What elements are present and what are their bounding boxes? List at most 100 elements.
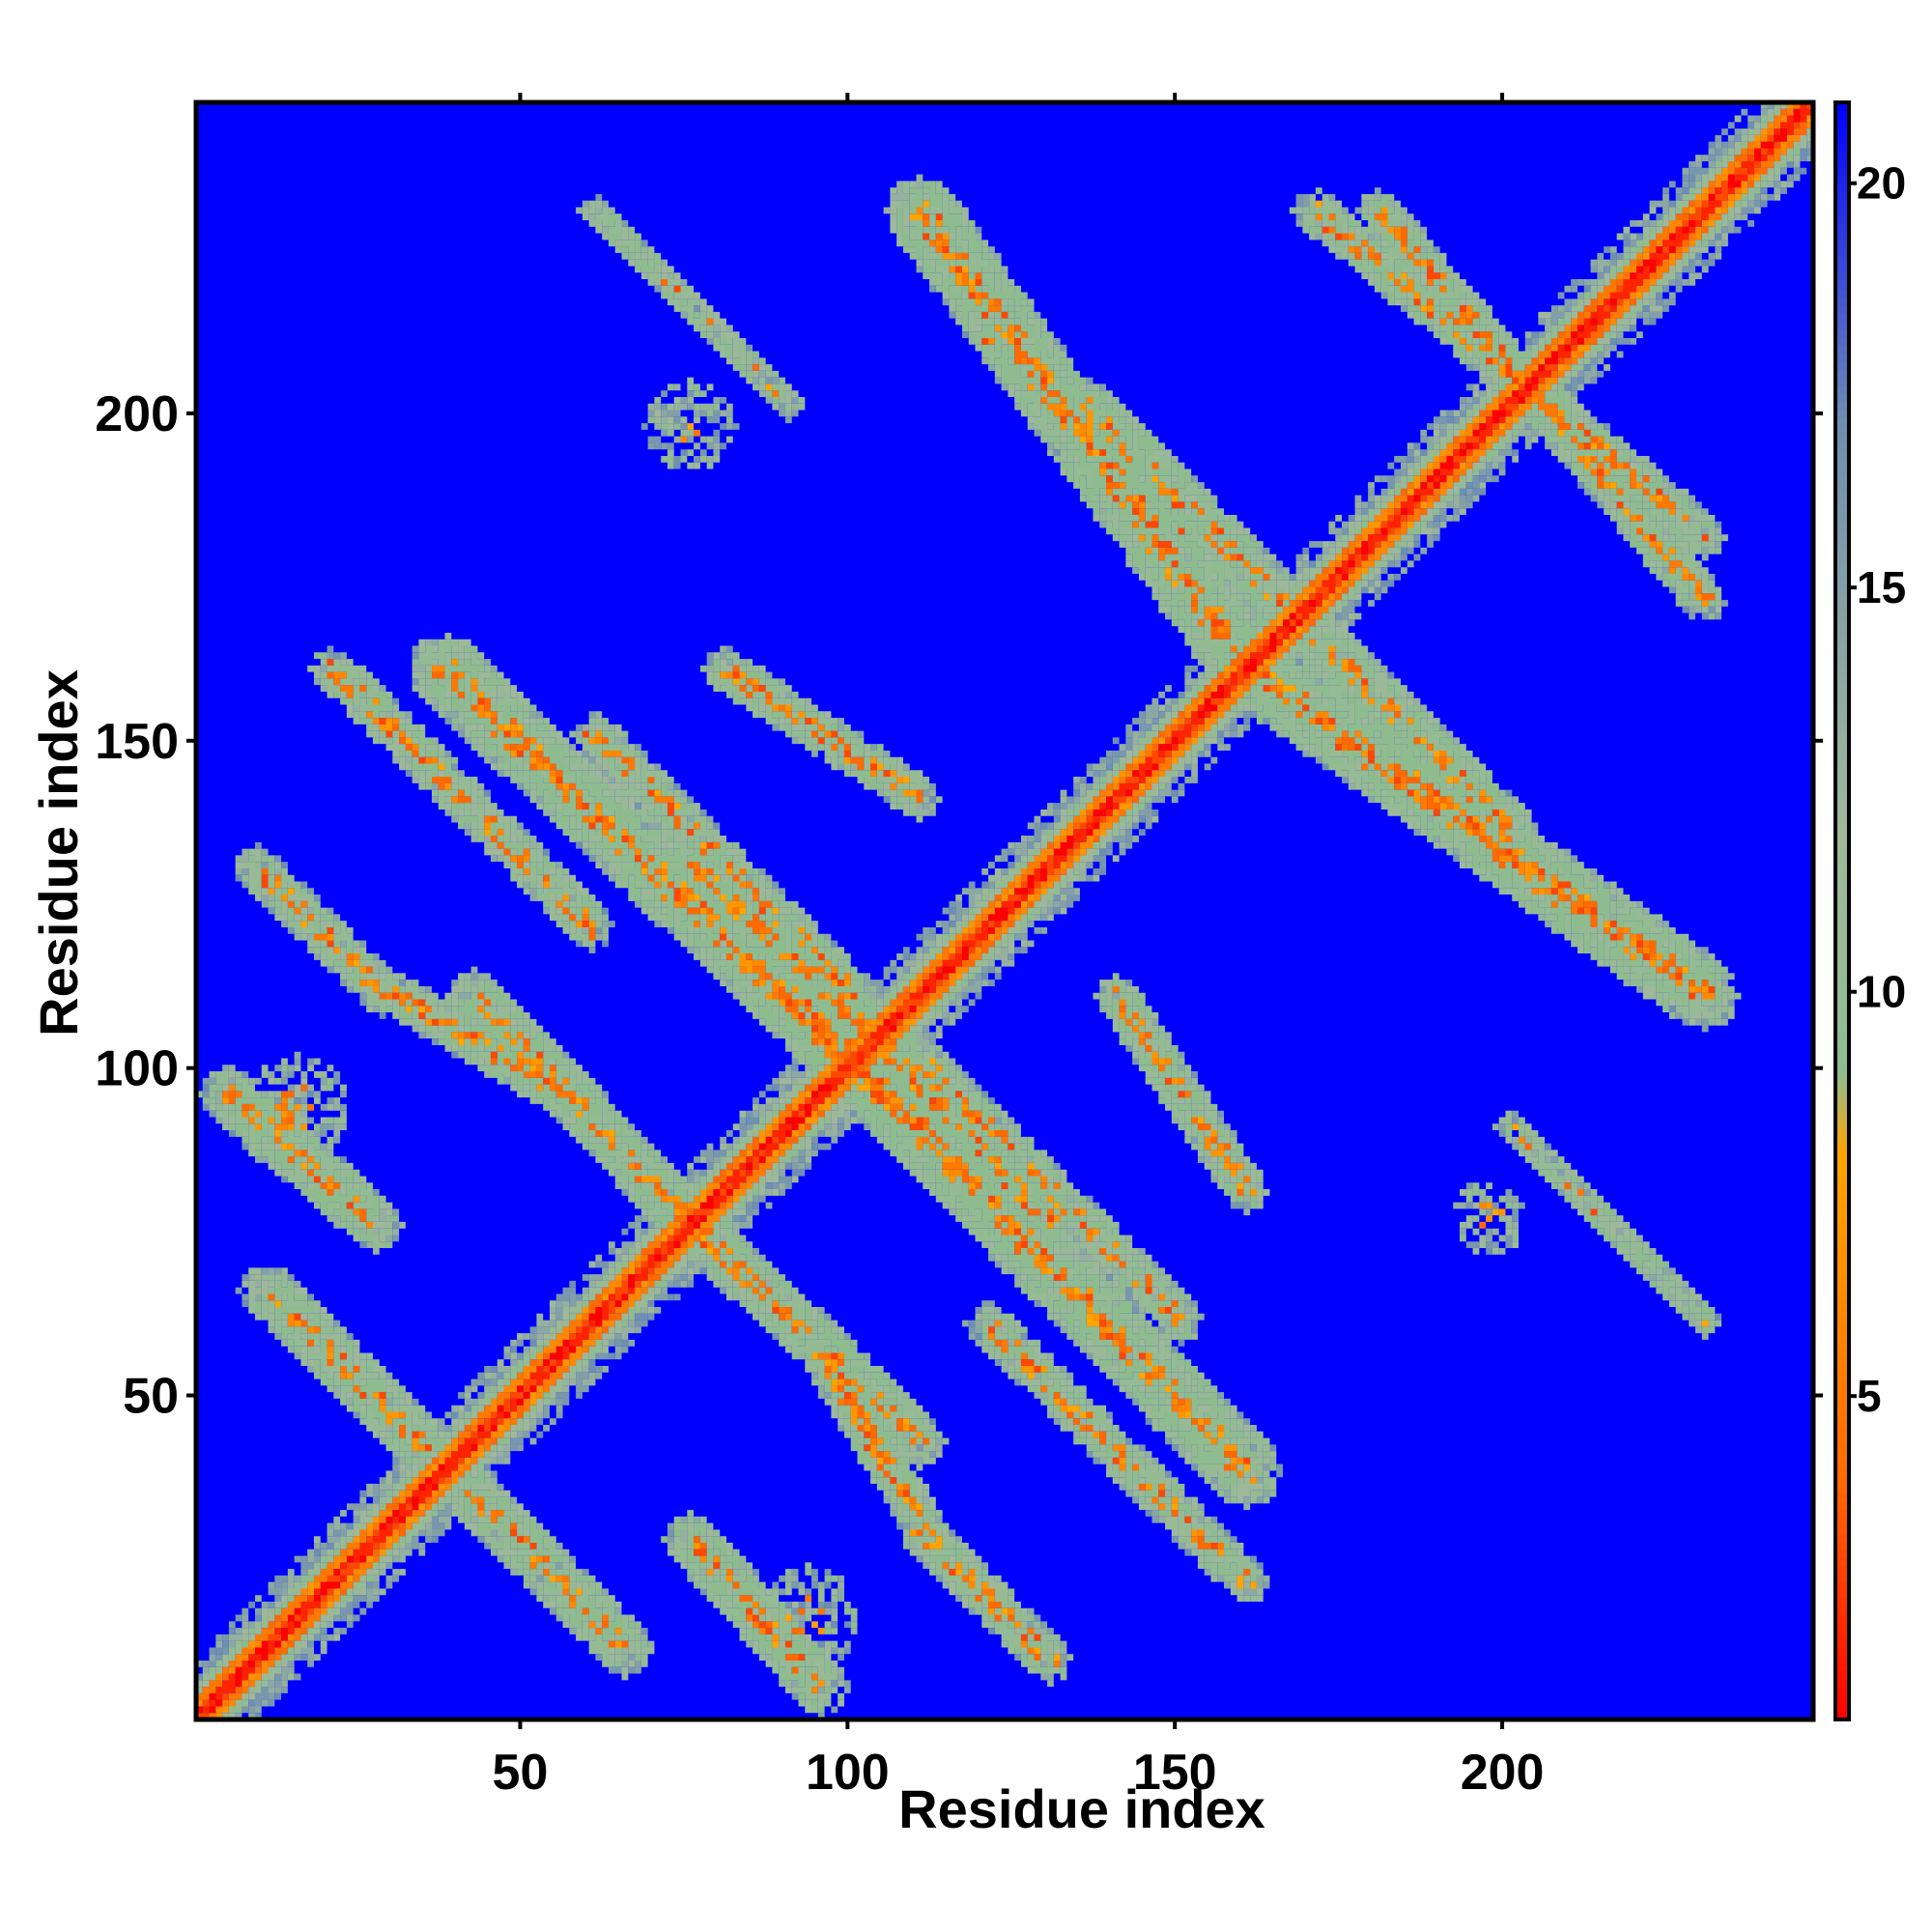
- colorbar: 5 10 15 20: [1833, 100, 1906, 1721]
- colorbar-segment: [1835, 1274, 1849, 1284]
- colorbar-segment: [1835, 911, 1849, 920]
- colorbar-segment: [1835, 1145, 1849, 1154]
- colorbar-segment: [1835, 652, 1849, 662]
- colorbar-segment: [1835, 498, 1849, 508]
- colorbar-segment: [1835, 207, 1849, 216]
- colorbar-segment: [1835, 1024, 1849, 1034]
- colorbar-segment: [1835, 175, 1849, 185]
- colorbar-segment: [1835, 1193, 1849, 1203]
- colorbar-segment: [1835, 1202, 1849, 1211]
- colorbar-segment: [1835, 1411, 1849, 1421]
- colorbar-segment: [1835, 1396, 1849, 1406]
- colorbar-segment: [1835, 1209, 1849, 1219]
- colorbar-segment: [1835, 191, 1849, 201]
- colorbar-segment: [1835, 895, 1849, 904]
- colorbar-segment: [1835, 384, 1849, 394]
- colorbar-segment: [1835, 1630, 1849, 1639]
- colorbar-segment: [1835, 595, 1849, 605]
- colorbar-segment: [1835, 1096, 1849, 1106]
- colorbar-segment: [1835, 967, 1849, 977]
- colorbar-segment: [1835, 878, 1849, 888]
- colorbar-segment: [1835, 304, 1849, 314]
- colorbar-segment: [1835, 280, 1849, 290]
- colorbar-segment: [1835, 1679, 1849, 1689]
- colorbar-segment: [1835, 902, 1849, 912]
- colorbar-segment: [1835, 151, 1849, 160]
- colorbar-segment: [1835, 1104, 1849, 1114]
- colorbar-segment: [1835, 1549, 1849, 1559]
- colorbar-segment: [1835, 360, 1849, 370]
- colorbar-segment: [1835, 166, 1849, 176]
- colorbar-tick-label: 15: [1857, 562, 1906, 612]
- colorbar-segment: [1835, 1711, 1849, 1720]
- colorbar-segment: [1835, 749, 1849, 758]
- colorbar-segment: [1835, 628, 1849, 638]
- colorbar-segment: [1835, 1039, 1849, 1049]
- colorbar-segment: [1835, 369, 1849, 379]
- colorbar-segment: [1835, 1226, 1849, 1236]
- colorbar-segment: [1835, 975, 1849, 984]
- colorbar-segment: [1835, 991, 1849, 1001]
- colorbar-segment: [1835, 547, 1849, 556]
- colorbar-segment: [1835, 959, 1849, 969]
- colorbar-segment: [1835, 1387, 1849, 1397]
- colorbar-segment: [1835, 183, 1849, 192]
- colorbar-tick-label: 20: [1857, 158, 1906, 209]
- colorbar-segment: [1835, 1557, 1849, 1567]
- colorbar-segment: [1835, 1598, 1849, 1607]
- heatmap-cells-level-1: [196, 108, 1801, 1714]
- colorbar-segment: [1835, 1000, 1849, 1009]
- colorbar-segment: [1835, 1315, 1849, 1324]
- colorbar-segment: [1835, 449, 1849, 459]
- colorbar-segment: [1835, 1590, 1849, 1600]
- colorbar-segment: [1835, 538, 1849, 548]
- x-tick-label: 50: [493, 1745, 549, 1801]
- colorbar-segment: [1835, 1307, 1849, 1317]
- heatmap-cells-level-2: [202, 102, 1813, 1714]
- colorbar-segment: [1835, 838, 1849, 847]
- colorbar-segment: [1835, 247, 1849, 257]
- colorbar-segment: [1835, 1250, 1849, 1260]
- colorbar-segment: [1835, 1331, 1849, 1341]
- colorbar-segment: [1835, 199, 1849, 209]
- colorbar-segment: [1835, 1080, 1849, 1090]
- colorbar-segment: [1835, 1525, 1849, 1535]
- axes: 50 100 150 200 50 100 150 200: [95, 93, 1823, 1801]
- colorbar-segment: [1835, 668, 1849, 677]
- colorbar-segment: [1835, 158, 1849, 168]
- colorbar-segment: [1835, 264, 1849, 273]
- colorbar-segment: [1835, 1161, 1849, 1171]
- colorbar-segment: [1835, 862, 1849, 871]
- colorbar-segment: [1835, 951, 1849, 960]
- colorbar-segment: [1835, 118, 1849, 128]
- colorbar-segment: [1835, 256, 1849, 265]
- x-axis-title: Residue index: [898, 1778, 1265, 1839]
- colorbar-segment: [1835, 846, 1849, 856]
- colorbar-segment: [1835, 320, 1849, 329]
- colorbar-segment: [1835, 1565, 1849, 1575]
- colorbar-segment: [1835, 410, 1849, 419]
- colorbar-segment: [1835, 1492, 1849, 1502]
- colorbar-segment: [1835, 943, 1849, 952]
- colorbar-segment: [1835, 271, 1849, 281]
- colorbar-segment: [1835, 1339, 1849, 1349]
- colorbar-segment: [1835, 110, 1849, 120]
- colorbar-segment: [1835, 1501, 1849, 1510]
- colorbar-segment: [1835, 870, 1849, 880]
- colorbar-segment: [1835, 563, 1849, 573]
- colorbar-segment: [1835, 1614, 1849, 1624]
- colorbar-segment: [1835, 1541, 1849, 1550]
- colorbar-segment: [1835, 1476, 1849, 1486]
- colorbar-segment: [1835, 223, 1849, 233]
- colorbar-segment: [1835, 1291, 1849, 1300]
- colorbar-segment: [1835, 741, 1849, 751]
- colorbar-segment: [1835, 482, 1849, 492]
- colorbar-segment: [1835, 1622, 1849, 1632]
- colorbar-segment: [1835, 1015, 1849, 1025]
- colorbar-segment: [1835, 240, 1849, 249]
- colorbar-segment: [1835, 611, 1849, 621]
- colorbar-segment: [1835, 1461, 1849, 1470]
- colorbar-segment: [1835, 1703, 1849, 1713]
- colorbar-segment: [1835, 1218, 1849, 1228]
